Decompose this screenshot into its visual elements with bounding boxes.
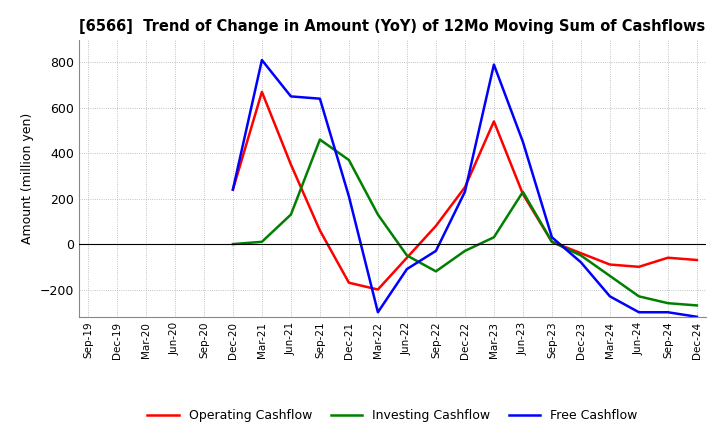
Operating Cashflow (634, 264, 643, 269)
Operating Cashflow (431, 223, 440, 228)
Operating Cashflow (518, 191, 527, 197)
Investing Cashflow (490, 235, 498, 240)
Operating Cashflow (228, 187, 237, 192)
Operating Cashflow (548, 239, 557, 245)
Investing Cashflow (548, 239, 557, 245)
Investing Cashflow (577, 253, 585, 258)
Free Cashflow (431, 248, 440, 253)
Operating Cashflow (402, 255, 411, 260)
Investing Cashflow (518, 189, 527, 194)
Free Cashflow (315, 96, 324, 101)
Free Cashflow (402, 267, 411, 272)
Free Cashflow (634, 310, 643, 315)
Investing Cashflow (431, 269, 440, 274)
Free Cashflow (490, 62, 498, 67)
Free Cashflow (693, 314, 701, 319)
Investing Cashflow (461, 248, 469, 253)
Free Cashflow (461, 189, 469, 194)
Title: [6566]  Trend of Change in Amount (YoY) of 12Mo Moving Sum of Cashflows: [6566] Trend of Change in Amount (YoY) o… (79, 19, 706, 34)
Investing Cashflow (287, 212, 295, 217)
Y-axis label: Amount (million yen): Amount (million yen) (22, 113, 35, 244)
Line: Operating Cashflow: Operating Cashflow (233, 92, 697, 290)
Operating Cashflow (490, 119, 498, 124)
Operating Cashflow (461, 185, 469, 190)
Free Cashflow (606, 294, 614, 299)
Line: Investing Cashflow: Investing Cashflow (233, 139, 697, 305)
Operating Cashflow (664, 255, 672, 260)
Operating Cashflow (315, 228, 324, 233)
Free Cashflow (577, 260, 585, 265)
Free Cashflow (345, 194, 354, 199)
Free Cashflow (664, 310, 672, 315)
Investing Cashflow (315, 137, 324, 142)
Operating Cashflow (345, 280, 354, 286)
Investing Cashflow (634, 294, 643, 299)
Operating Cashflow (577, 250, 585, 256)
Operating Cashflow (606, 262, 614, 267)
Free Cashflow (518, 139, 527, 144)
Investing Cashflow (374, 212, 382, 217)
Investing Cashflow (693, 303, 701, 308)
Operating Cashflow (287, 162, 295, 167)
Investing Cashflow (606, 273, 614, 279)
Investing Cashflow (345, 158, 354, 163)
Line: Free Cashflow: Free Cashflow (233, 60, 697, 317)
Investing Cashflow (258, 239, 266, 245)
Free Cashflow (374, 310, 382, 315)
Free Cashflow (548, 235, 557, 240)
Investing Cashflow (402, 253, 411, 258)
Operating Cashflow (374, 287, 382, 292)
Investing Cashflow (228, 242, 237, 247)
Free Cashflow (258, 57, 266, 62)
Operating Cashflow (693, 257, 701, 263)
Free Cashflow (228, 187, 237, 192)
Operating Cashflow (258, 89, 266, 95)
Free Cashflow (287, 94, 295, 99)
Investing Cashflow (664, 301, 672, 306)
Legend: Operating Cashflow, Investing Cashflow, Free Cashflow: Operating Cashflow, Investing Cashflow, … (143, 404, 642, 427)
